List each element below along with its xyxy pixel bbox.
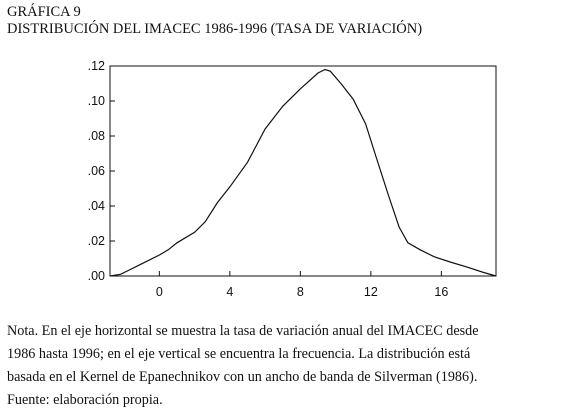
y-tick-label: .06 (88, 164, 105, 178)
figure-note: Nota. En el eje horizontal se muestra la… (7, 320, 572, 412)
note-line-3: basada en el Kernel de Epanechnikov con … (7, 369, 478, 385)
figure-heading: GRÁFICA 9 DISTRIBUCIÓN DEL IMACEC 1986-1… (7, 4, 422, 38)
density-chart: .00 .02 .04 .06 .08 .10 .12 0 4 8 12 16 (88, 59, 497, 299)
x-tick-label: 8 (297, 285, 304, 299)
x-axis: 0 4 8 12 16 (156, 271, 448, 299)
note-line-4: Fuente: elaboración propia. (7, 392, 163, 408)
figure-label: GRÁFICA 9 (7, 4, 81, 20)
y-tick-label: .02 (88, 234, 105, 248)
note-line-2: 1986 hasta 1996; en el eje vertical se e… (7, 346, 471, 362)
y-tick-label: .04 (88, 199, 105, 213)
x-tick-label: 4 (226, 285, 233, 299)
plot-frame (109, 65, 497, 277)
y-tick-label: .12 (88, 59, 105, 73)
chart-title: DISTRIBUCIÓN DEL IMACEC 1986-1996 (TASA … (7, 21, 423, 37)
x-tick-label: 16 (434, 285, 448, 299)
y-tick-label: .08 (88, 129, 105, 143)
y-axis: .00 .02 .04 .06 .08 .10 .12 (88, 59, 115, 283)
y-tick-label: .10 (88, 94, 105, 108)
note-line-1: Nota. En el eje horizontal se muestra la… (7, 323, 479, 339)
x-tick-label: 0 (156, 285, 163, 299)
y-tick-label: .00 (88, 269, 105, 283)
x-tick-label: 12 (364, 285, 378, 299)
density-curve (109, 68, 497, 277)
